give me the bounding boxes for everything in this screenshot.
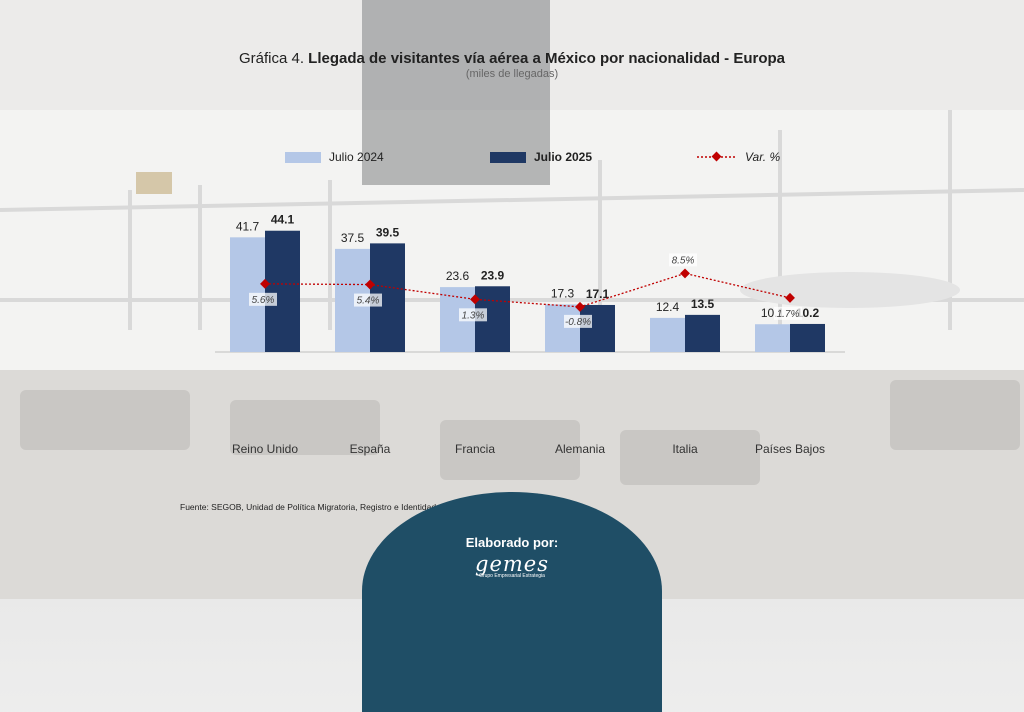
bar-label-julio-2024: 17.3 xyxy=(551,286,575,300)
credits-label: Elaborado por: xyxy=(465,535,559,550)
bar-label-julio-2024: 37.5 xyxy=(341,231,365,245)
bar-label-julio-2024: 23.6 xyxy=(446,269,470,283)
var-label: 8.5% xyxy=(672,255,695,266)
var-label-bg xyxy=(669,253,697,267)
title-main: Llegada de visitantes vía aérea a México… xyxy=(308,50,786,67)
bar-julio-2024 xyxy=(755,324,790,352)
bar-label-julio-2025: 39.5 xyxy=(376,225,400,239)
logo-name: gemes xyxy=(475,552,549,576)
source-note: Fuente: SEGOB, Unidad de Política Migrat… xyxy=(180,502,489,512)
legend-label-julio-2025: Julio 2025 xyxy=(534,150,593,164)
category-label: España xyxy=(350,442,391,456)
legend-swatch-var xyxy=(697,151,737,162)
var-point xyxy=(785,292,795,303)
bar-julio-2025 xyxy=(790,323,825,352)
var-line xyxy=(264,272,791,308)
chart-subtitle: (miles de llegadas) xyxy=(465,68,559,80)
category-label: Reino Unido xyxy=(232,442,298,456)
category-label: Países Bajos xyxy=(755,442,825,456)
legend-item-var: Var. % xyxy=(697,150,780,164)
var-point xyxy=(470,294,480,305)
var-label: -0.8% xyxy=(565,317,591,328)
bar-line-chart: 41.7 44.1 Reino Unido 37.5 39.5 España 23.6 23.… xyxy=(215,213,845,456)
category-label: Alemania xyxy=(555,442,605,456)
bar-label-julio-2025: 44.1 xyxy=(271,213,295,227)
bar-label-julio-2025: 17.1 xyxy=(586,287,610,301)
bar-label-julio-2025: 13.5 xyxy=(691,297,715,311)
var-label-bg xyxy=(774,306,802,320)
var-label: 1.3% xyxy=(462,310,485,321)
legend-label-var: Var. % xyxy=(745,150,781,164)
legend-swatch-julio-2025 xyxy=(490,151,526,163)
bar-label-julio-2024: 41.7 xyxy=(236,219,260,233)
legend-item-julio-2025: Julio 2025 xyxy=(490,150,592,164)
var-point xyxy=(365,279,375,290)
legend-item-julio-2024: Julio 2024 xyxy=(285,150,384,164)
bar-julio-2025 xyxy=(580,304,615,352)
category-label: Francia xyxy=(455,442,495,456)
var-label-bg xyxy=(354,293,382,307)
bar-julio-2024 xyxy=(545,304,580,352)
bar-julio-2025 xyxy=(265,230,300,352)
legend-label-julio-2024: Julio 2024 xyxy=(329,150,384,164)
var-label-bg xyxy=(564,314,592,328)
background-scene xyxy=(0,0,1024,599)
bar-julio-2024 xyxy=(650,317,685,352)
bar-label-julio-2024: 12.4 xyxy=(656,300,680,314)
title-prefix: Gráfica 4. xyxy=(238,50,304,67)
var-label: 1.7% xyxy=(777,309,800,320)
gemes-logo: gemes Grupo Empresarial Estrategia xyxy=(457,552,567,590)
var-point xyxy=(680,268,690,279)
var-point xyxy=(575,301,585,312)
var-point xyxy=(260,278,270,289)
bar-label-julio-2025: 23.9 xyxy=(481,268,505,282)
bar-julio-2025 xyxy=(685,314,720,352)
chart-title: Gráfica 4. Llegada de visitantes vía aér… xyxy=(0,50,1024,68)
var-label-bg xyxy=(249,292,277,306)
var-label: 5.6% xyxy=(252,295,275,306)
legend-swatch-julio-2024 xyxy=(285,151,321,163)
var-label-bg xyxy=(459,308,487,322)
category-label: Italia xyxy=(672,442,698,456)
credits-badge xyxy=(362,492,662,712)
logo-tagline: Grupo Empresarial Estrategia xyxy=(479,573,545,579)
var-label: 5.4% xyxy=(357,296,380,307)
